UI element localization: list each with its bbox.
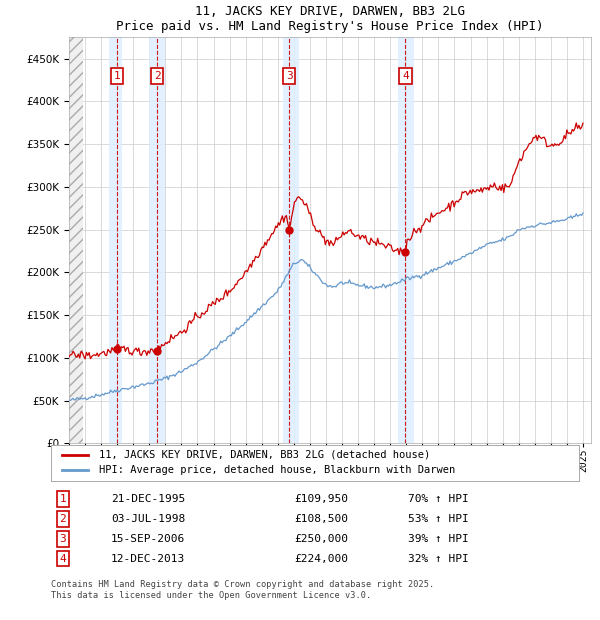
Bar: [283, 37, 299, 443]
Text: HPI: Average price, detached house, Blackburn with Darwen: HPI: Average price, detached house, Blac…: [98, 466, 455, 476]
Text: £108,500: £108,500: [294, 514, 348, 524]
Text: 4: 4: [59, 554, 67, 564]
Text: 2: 2: [154, 71, 161, 81]
Bar: [398, 37, 415, 443]
Text: 39% ↑ HPI: 39% ↑ HPI: [408, 534, 469, 544]
Text: 53% ↑ HPI: 53% ↑ HPI: [408, 514, 469, 524]
Title: 11, JACKS KEY DRIVE, DARWEN, BB3 2LG
Price paid vs. HM Land Registry's House Pri: 11, JACKS KEY DRIVE, DARWEN, BB3 2LG Pri…: [116, 5, 544, 33]
Text: Contains HM Land Registry data © Crown copyright and database right 2025.: Contains HM Land Registry data © Crown c…: [51, 580, 434, 588]
Text: 12-DEC-2013: 12-DEC-2013: [111, 554, 185, 564]
Text: 70% ↑ HPI: 70% ↑ HPI: [408, 494, 469, 504]
Text: 3: 3: [59, 534, 67, 544]
Text: 1: 1: [113, 71, 120, 81]
Text: £250,000: £250,000: [294, 534, 348, 544]
Text: 32% ↑ HPI: 32% ↑ HPI: [408, 554, 469, 564]
Text: £109,950: £109,950: [294, 494, 348, 504]
Text: 21-DEC-1995: 21-DEC-1995: [111, 494, 185, 504]
Text: 11, JACKS KEY DRIVE, DARWEN, BB3 2LG (detached house): 11, JACKS KEY DRIVE, DARWEN, BB3 2LG (de…: [98, 450, 430, 459]
Text: 03-JUL-1998: 03-JUL-1998: [111, 514, 185, 524]
Text: 4: 4: [402, 71, 409, 81]
Text: £224,000: £224,000: [294, 554, 348, 564]
Text: 2: 2: [59, 514, 67, 524]
Text: 3: 3: [286, 71, 293, 81]
Bar: [69, 37, 83, 443]
Text: 1: 1: [59, 494, 67, 504]
Text: This data is licensed under the Open Government Licence v3.0.: This data is licensed under the Open Gov…: [51, 591, 371, 600]
Bar: [109, 37, 122, 443]
Bar: [149, 37, 166, 443]
Text: 15-SEP-2006: 15-SEP-2006: [111, 534, 185, 544]
